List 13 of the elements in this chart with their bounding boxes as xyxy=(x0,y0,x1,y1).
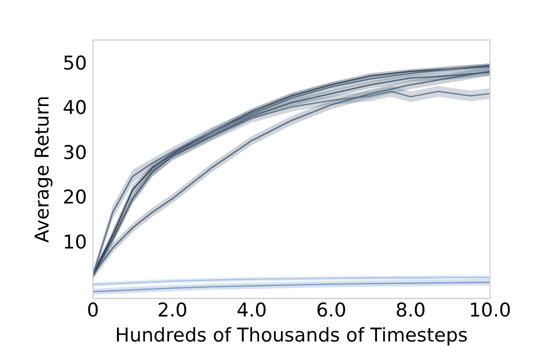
x-tick-label: 8.0 xyxy=(395,300,426,322)
x-tick-label: 10.0 xyxy=(468,300,512,322)
y-tick-label: 40 xyxy=(62,97,87,120)
x-tick-label: 2.0 xyxy=(157,300,188,322)
y-tick-label: 20 xyxy=(62,186,87,209)
y-tick-label: 50 xyxy=(62,52,87,75)
y-tick-label: 10 xyxy=(62,231,87,254)
x-axis-title: Hundreds of Thousands of Timesteps xyxy=(115,324,468,347)
y-tick-label: 30 xyxy=(62,142,87,164)
x-tick-label: 6.0 xyxy=(316,300,346,322)
y-axis-title: Average Return xyxy=(31,96,54,243)
x-tick-label: 0 xyxy=(86,300,100,322)
x-tick-label: 4.0 xyxy=(236,300,267,322)
